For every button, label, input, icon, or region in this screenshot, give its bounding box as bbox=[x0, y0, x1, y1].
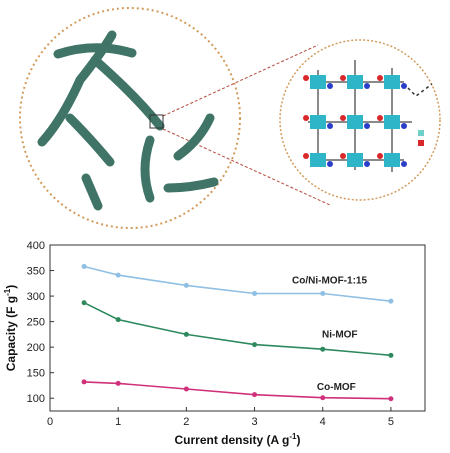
plot-frame bbox=[49, 244, 426, 412]
series-line-0 bbox=[83, 265, 391, 302]
x-tick-label: 4 bbox=[320, 416, 326, 428]
zoom-box bbox=[149, 114, 164, 129]
y-tick-label: 350 bbox=[27, 266, 45, 278]
nanorod-circle bbox=[19, 7, 241, 229]
nanorod bbox=[90, 55, 165, 131]
data-point bbox=[388, 352, 394, 358]
data-point bbox=[252, 291, 258, 297]
data-point bbox=[320, 291, 326, 297]
series-layer: Co/Ni-MOF-1:15 Ni-MOF Co-MOF bbox=[81, 263, 394, 402]
nanorod bbox=[163, 177, 219, 193]
data-point bbox=[183, 282, 189, 288]
data-point bbox=[252, 392, 258, 398]
mof-structure bbox=[303, 60, 433, 172]
nanorod bbox=[81, 173, 103, 211]
nanorod bbox=[53, 43, 137, 59]
x-tick-label: 3 bbox=[251, 416, 257, 428]
data-point bbox=[183, 386, 189, 392]
x-axis-title: Current density (A g-1) bbox=[174, 432, 300, 447]
y-tick-label: 200 bbox=[27, 342, 45, 354]
nanorod bbox=[140, 135, 155, 203]
data-point bbox=[388, 298, 394, 304]
nanorod bbox=[65, 113, 115, 167]
series-label: Co/Ni-MOF-1:15 bbox=[292, 275, 367, 286]
data-point bbox=[115, 317, 121, 323]
y-tick-label: 150 bbox=[27, 368, 45, 380]
data-point bbox=[81, 379, 87, 385]
y-tick-label: 250 bbox=[27, 317, 45, 329]
line-chart: 100 150 200 250 300 350 400 0 1 2 3 4 5 Co/Ni-MOF-1… bbox=[3, 240, 426, 447]
illustration bbox=[19, 7, 441, 229]
data-point bbox=[81, 300, 87, 306]
data-point bbox=[320, 395, 326, 401]
data-point bbox=[320, 346, 326, 352]
y-tick-label: 300 bbox=[27, 291, 45, 303]
x-tick-label: 5 bbox=[388, 416, 394, 428]
data-point bbox=[388, 396, 394, 402]
series-line-1 bbox=[83, 301, 391, 357]
series-label: Ni-MOF bbox=[322, 329, 358, 340]
x-tick-label: 1 bbox=[115, 416, 121, 428]
nanorod bbox=[173, 113, 215, 161]
x-tick-label: 0 bbox=[47, 416, 53, 428]
data-point bbox=[115, 380, 121, 386]
nanorod bbox=[75, 30, 117, 85]
x-axis: 0 1 2 3 4 5 bbox=[47, 407, 394, 428]
data-point bbox=[81, 263, 87, 269]
data-point bbox=[252, 342, 258, 348]
y-axis: 100 150 200 250 300 350 400 bbox=[27, 240, 54, 405]
y-tick-label: 100 bbox=[27, 393, 45, 405]
nanorods bbox=[37, 30, 219, 211]
series-label: Co-MOF bbox=[317, 382, 356, 393]
zoom-line-top bbox=[162, 44, 319, 117]
data-point bbox=[115, 272, 121, 278]
y-axis-title: Capacity (F g-1) bbox=[3, 285, 18, 371]
series-line-2 bbox=[84, 381, 391, 400]
y-tick-label: 400 bbox=[27, 240, 45, 252]
data-point bbox=[183, 331, 189, 337]
x-tick-label: 2 bbox=[183, 416, 189, 428]
nanorod bbox=[37, 75, 85, 147]
